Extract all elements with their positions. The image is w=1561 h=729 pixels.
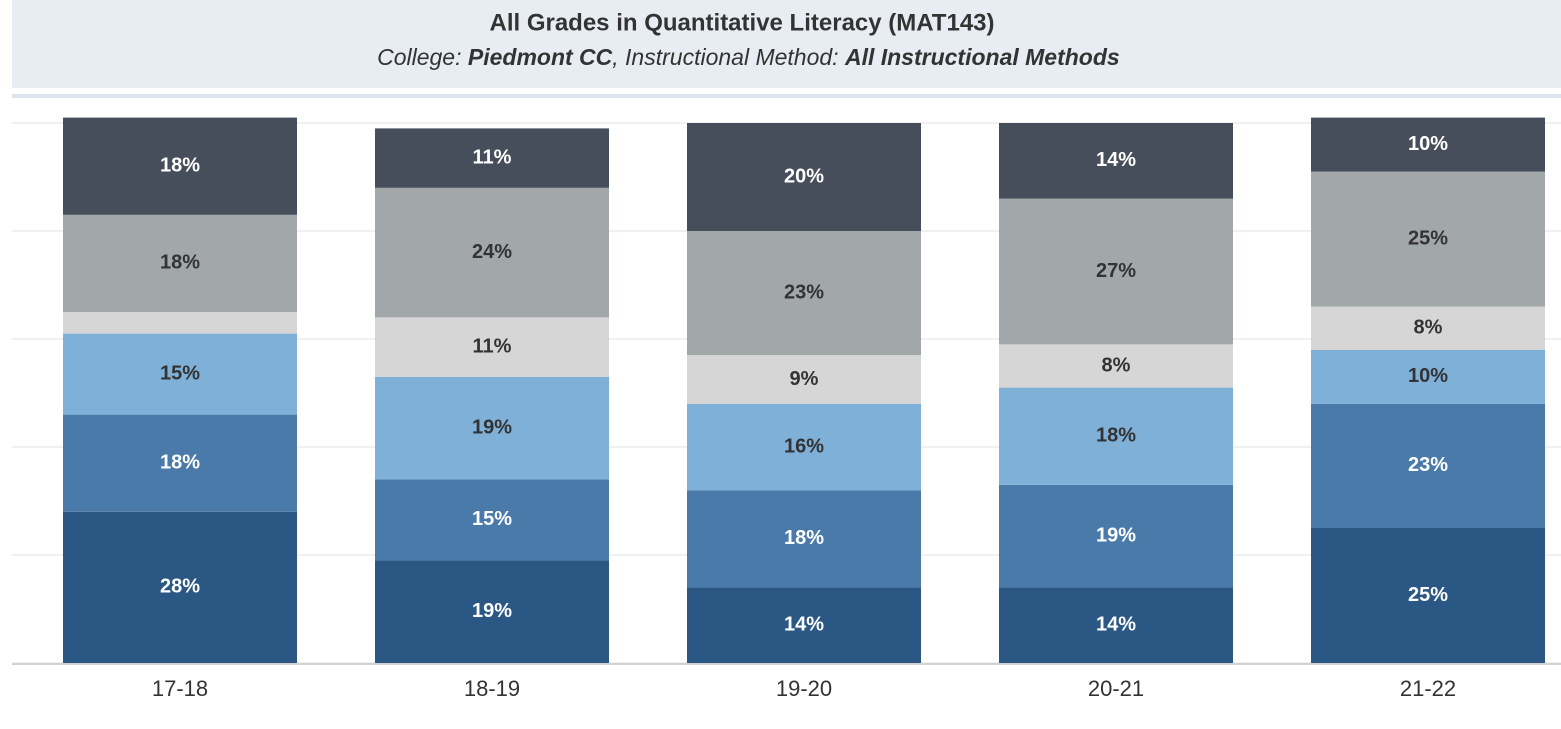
bar-segment: [1311, 171, 1545, 307]
data-label: 23%: [1408, 454, 1448, 476]
data-label: 11%: [473, 335, 512, 357]
bar-segment: [63, 117, 297, 215]
x-tick-label: 17-18: [152, 676, 208, 701]
data-label: 20%: [784, 165, 824, 187]
bar-segment: [63, 214, 297, 312]
bar-segment: [999, 198, 1233, 345]
bar-segment: [687, 355, 921, 404]
bar-segment: [375, 187, 609, 318]
data-label: 28%: [160, 576, 200, 598]
data-label: 10%: [1408, 133, 1448, 155]
bar-segment: [375, 560, 609, 663]
x-tick-label: 19-20: [776, 676, 832, 701]
data-label: 8%: [1102, 354, 1131, 376]
bar-segment: [1311, 349, 1545, 404]
x-tick-label: 20-21: [1088, 676, 1144, 701]
data-label: 18%: [1096, 424, 1136, 446]
x-tick-label: 21-22: [1400, 676, 1456, 701]
data-label: 15%: [472, 508, 512, 530]
bar-segment: [687, 587, 921, 663]
bar-segment: [1311, 403, 1545, 528]
subtitle-part: College:: [377, 44, 468, 70]
chart-title: All Grades in Quantitative Literacy (MAT…: [489, 9, 994, 36]
bar-segment: [375, 128, 609, 188]
data-label: 27%: [1096, 260, 1136, 282]
bar-segment: [1311, 117, 1545, 172]
data-label: 18%: [784, 527, 824, 549]
data-label: 11%: [473, 146, 512, 168]
data-label: 18%: [160, 252, 200, 274]
data-label: 19%: [472, 600, 512, 622]
data-label: 24%: [472, 241, 512, 263]
data-label: 25%: [1408, 584, 1448, 606]
data-label: 10%: [1408, 365, 1448, 387]
data-label: 23%: [784, 281, 824, 303]
chart-subtitle: College: Piedmont CC, Instructional Meth…: [345, 44, 1139, 70]
bar-segment: [999, 587, 1233, 663]
data-label: 9%: [790, 368, 819, 390]
subtitle-part: All Instructional Methods: [844, 44, 1120, 70]
data-label: 15%: [160, 362, 200, 384]
header-band: [12, 0, 1561, 88]
bar-segment: [999, 484, 1233, 588]
data-label: 25%: [1408, 227, 1448, 249]
bar-segment: [999, 123, 1233, 199]
bar-segment: [999, 344, 1233, 388]
data-label: 14%: [784, 613, 824, 635]
bar-segment: [687, 403, 921, 491]
bar-segment: [375, 376, 609, 480]
data-label: 18%: [160, 451, 200, 473]
x-tick-label: 18-19: [464, 676, 520, 701]
bar-segment: [687, 123, 921, 231]
data-label: 18%: [160, 154, 200, 176]
data-label: 19%: [1096, 524, 1136, 546]
bar-segment: [63, 414, 297, 512]
bar-segment: [375, 479, 609, 561]
data-label: 14%: [1096, 613, 1136, 635]
bar-segment: [63, 312, 297, 334]
subtitle-part: , Instructional Method:: [612, 44, 845, 70]
data-label: 8%: [1414, 316, 1443, 338]
bar-segment: [687, 490, 921, 588]
data-label: 19%: [472, 416, 512, 438]
data-label: 16%: [784, 435, 824, 457]
bar-segment: [375, 317, 609, 377]
bar-segment: [999, 387, 1233, 485]
bar-segment: [1311, 528, 1545, 663]
subtitle-part: Piedmont CC: [468, 44, 613, 70]
bar-segment: [63, 511, 297, 663]
bar-segment: [687, 231, 921, 356]
bar-segment: [63, 333, 297, 415]
bar-segment: [1311, 306, 1545, 350]
data-label: 14%: [1096, 149, 1136, 171]
